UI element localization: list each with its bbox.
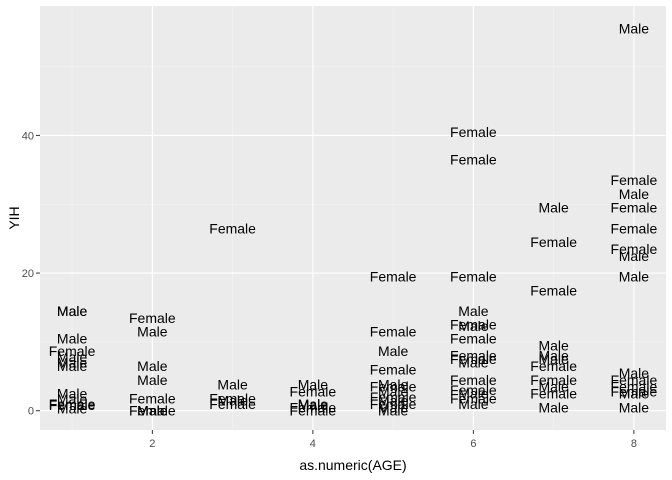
- data-point-label: Female: [530, 386, 577, 402]
- data-point-label: Female: [450, 372, 497, 388]
- data-point-label: Female: [370, 324, 417, 340]
- data-point-label: Female: [450, 151, 497, 167]
- data-point-label: Male: [57, 349, 88, 365]
- data-point-label: Male: [619, 386, 650, 402]
- data-point-label: Female: [450, 348, 497, 364]
- data-point-label: Male: [619, 399, 650, 415]
- data-point-label: Female: [611, 241, 658, 257]
- data-point-label: Male: [538, 348, 569, 364]
- x-axis: 2 4 6 8: [149, 430, 637, 450]
- data-point-label: Female: [49, 397, 96, 413]
- data-point-label: Female: [209, 220, 256, 236]
- plot-panel: [40, 6, 666, 430]
- data-point-label: Female: [450, 382, 497, 398]
- data-point-label: Female: [370, 396, 417, 412]
- data-point-label: Male: [619, 269, 650, 285]
- data-point-label: Female: [530, 372, 577, 388]
- data-point-label: Male: [378, 383, 409, 399]
- data-point-label: Male: [538, 351, 569, 367]
- data-point-label: Male: [217, 392, 248, 408]
- data-point-label: Male: [57, 330, 88, 346]
- data-point-label: Male: [378, 392, 409, 408]
- data-point-label: Female: [611, 220, 658, 236]
- data-point-label: Male: [538, 399, 569, 415]
- data-point-label: Male: [619, 248, 650, 264]
- data-point-label: Female: [129, 403, 176, 419]
- data-point-label: Male: [458, 303, 489, 319]
- data-point-label: Female: [209, 396, 256, 412]
- data-point-label: Female: [370, 379, 417, 395]
- data-point-label: Male: [298, 396, 329, 412]
- data-point-label: Male: [458, 386, 489, 402]
- data-point-label: Female: [129, 310, 176, 326]
- data-point-label: Male: [57, 303, 88, 319]
- data-point-label: Male: [57, 358, 88, 374]
- data-point-label: Male: [538, 379, 569, 395]
- y-axis-title: YIH: [6, 206, 22, 229]
- data-point-label: Male: [137, 324, 168, 340]
- data-point-label: Female: [49, 343, 96, 359]
- data-point-label: Male: [619, 21, 650, 37]
- data-point-label: Male: [137, 403, 168, 419]
- data-point-label: Male: [619, 186, 650, 202]
- data-point-label: Female: [530, 234, 577, 250]
- data-point-label: Female: [450, 390, 497, 406]
- data-point-label: Female: [611, 372, 658, 388]
- data-point-label: Female: [49, 396, 96, 412]
- data-point-label: Male: [378, 343, 409, 359]
- data-point-label: Female: [450, 317, 497, 333]
- data-point-label: Female: [370, 269, 417, 285]
- x-tick-label: 6: [470, 438, 476, 450]
- data-point-label: Male: [458, 318, 489, 334]
- data-point-label: Male: [458, 396, 489, 412]
- data-point-label: Male: [137, 403, 168, 419]
- x-tick-label: 4: [310, 438, 316, 450]
- data-point-label: Female: [530, 358, 577, 374]
- data-point-label: Female: [611, 379, 658, 395]
- data-point-label: Female: [611, 200, 658, 216]
- data-point-label: Female: [290, 383, 337, 399]
- data-point-label: Female: [530, 282, 577, 298]
- data-labels: MaleMaleMaleFemaleMaleMaleMaleMaleMaleFe…: [49, 21, 658, 419]
- y-tick-label: 40: [22, 130, 34, 142]
- data-point-label: Male: [298, 377, 329, 393]
- data-point-label: Male: [378, 399, 409, 415]
- data-point-label: Female: [370, 389, 417, 405]
- y-tick-label: 0: [28, 406, 34, 418]
- data-point-label: Female: [611, 172, 658, 188]
- data-point-label: Male: [57, 391, 88, 407]
- major-gridlines: [40, 6, 666, 430]
- data-point-label: Male: [57, 401, 88, 417]
- data-point-label: Female: [450, 124, 497, 140]
- data-point-label: Male: [378, 403, 409, 419]
- data-point-label: Male: [538, 200, 569, 216]
- data-point-label: Female: [450, 330, 497, 346]
- data-point-label: Male: [378, 377, 409, 393]
- y-tick-label: 20: [22, 268, 34, 280]
- x-axis-title: as.numeric(AGE): [299, 457, 406, 473]
- data-point-label: Male: [298, 397, 329, 413]
- x-tick-label: 8: [631, 438, 637, 450]
- data-point-label: Female: [450, 351, 497, 367]
- data-point-label: Female: [450, 269, 497, 285]
- data-point-label: Male: [57, 386, 88, 402]
- data-point-label: Female: [290, 403, 337, 419]
- data-point-label: Female: [370, 361, 417, 377]
- data-point-label: Female: [290, 399, 337, 415]
- data-point-label: Male: [57, 303, 88, 319]
- data-point-label: Female: [209, 390, 256, 406]
- data-point-label: Male: [217, 377, 248, 393]
- minor-gridlines: [40, 6, 666, 430]
- data-point-label: Male: [619, 365, 650, 381]
- x-tick-label: 2: [149, 438, 155, 450]
- data-point-label: Female: [129, 390, 176, 406]
- y-axis: 0 20 40: [22, 130, 40, 418]
- data-point-label: Male: [458, 355, 489, 371]
- data-point-label: Female: [611, 383, 658, 399]
- data-point-label: Male: [137, 358, 168, 374]
- data-point-label: Male: [137, 372, 168, 388]
- data-point-label: Male: [538, 337, 569, 353]
- data-point-label: Male: [57, 355, 88, 371]
